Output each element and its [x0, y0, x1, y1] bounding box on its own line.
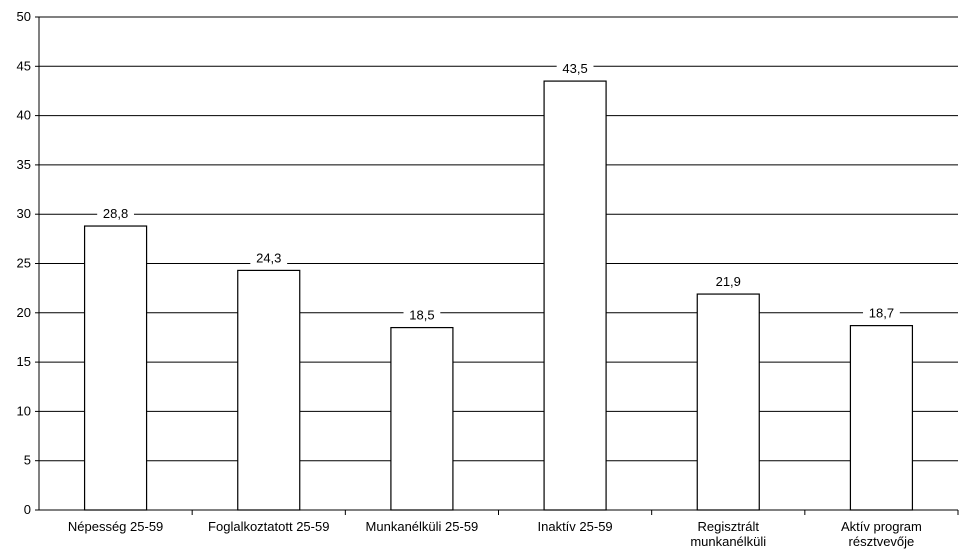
y-tick-label: 10	[17, 403, 31, 418]
value-label: 18,5	[409, 308, 434, 323]
x-tick-label: Aktív program résztvevője	[841, 519, 922, 549]
value-label-bg	[403, 307, 441, 323]
value-label-bg	[556, 61, 594, 77]
bar	[543, 80, 607, 511]
bar	[696, 293, 760, 511]
y-tick-label: 5	[24, 453, 31, 468]
y-tick-label: 30	[17, 206, 31, 221]
x-tick-label: Munkanélküli 25-59	[366, 519, 479, 534]
y-tick-label: 50	[17, 9, 31, 24]
value-label: 24,3	[256, 250, 281, 265]
y-tick-label: 20	[17, 305, 31, 320]
value-label: 21,9	[716, 274, 741, 289]
bar	[849, 325, 914, 511]
value-label: 28,8	[103, 206, 128, 221]
x-tick-label: Foglalkoztatott 25-59	[208, 519, 329, 534]
y-tick-label: 15	[17, 354, 31, 369]
value-label-bg	[250, 250, 288, 266]
bar	[390, 326, 454, 511]
value-label-bg	[97, 206, 134, 222]
y-tick-label: 40	[17, 108, 31, 123]
value-label: 18,7	[869, 306, 894, 321]
value-labels: 28,8 24,3 18,5 43,5 21,9 18,7	[97, 61, 900, 323]
value-label-bg	[709, 274, 747, 290]
value-label: 43,5	[562, 61, 587, 76]
bar	[237, 269, 301, 511]
y-tick-label: 25	[17, 256, 31, 271]
x-tick-label: Regisztrált munkanélküli	[690, 519, 766, 549]
bars	[83, 80, 914, 511]
x-axis-labels: Népesség 25-59 Foglalkoztatott 25-59 Munka…	[68, 519, 922, 549]
x-tick-label: Inaktív 25-59	[538, 519, 613, 534]
y-tick-label: 35	[17, 157, 31, 172]
bar	[83, 225, 148, 511]
gridlines	[39, 16, 958, 462]
x-tick-label: Népesség 25-59	[68, 519, 163, 534]
y-tick-label: 45	[17, 58, 31, 73]
value-label-bg	[863, 305, 900, 321]
y-tick-label: 0	[24, 502, 31, 517]
y-axis-ticks: 0 5 10 15 20 25 30 35 40 45 50	[17, 9, 959, 517]
